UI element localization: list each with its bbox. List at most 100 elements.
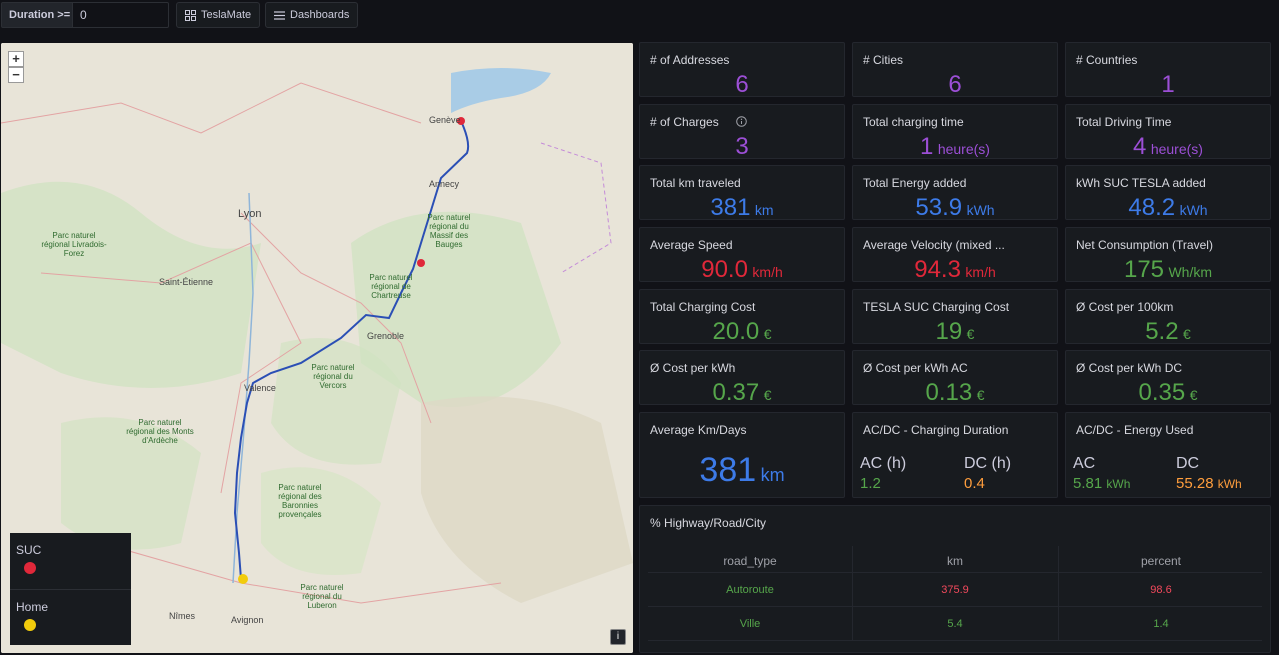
stat-value: 19 [935,318,963,345]
panel-title: Ø Cost per kWh DC [1076,361,1183,375]
park-label: Parc naturel régional du Vercors [311,363,355,390]
map-terrain [1,43,633,653]
stat-unit: km [754,202,774,218]
ac-unit: kWh [1106,477,1131,491]
stat-panel-cities: # Cities 6 [852,42,1058,98]
table-cell: Autoroute [726,584,774,596]
stat-panel-km-traveled: Total km traveled 381 km [639,165,845,221]
stat-panel-avg-km-days: Average Km/Days 381 km [639,412,845,498]
city-label: Valence [244,383,276,393]
stat-value: 0.13 [925,379,973,406]
stat-panel-total-cost: Total Charging Cost 20.0 € [639,289,845,345]
panel-title: # Cities [863,53,904,67]
zoom-in-button[interactable]: + [8,51,24,67]
panel-title: Total Driving Time [1076,115,1172,129]
park-label: Parc naturel régional du Massif des Baug… [427,213,471,249]
stat-value: 48.2 [1128,194,1176,221]
stat-panel-acdc-energy: AC/DC - Energy Used AC 5.81 kWh DC 55.28… [1065,412,1271,498]
panel-title: AC/DC - Energy Used [1076,423,1194,437]
legend-dot-icon [24,562,36,574]
ac-value: 5.81 [1073,475,1103,492]
duration-variable-input[interactable]: 0 [72,2,169,28]
stat-unit: kWh [1179,202,1208,218]
panel-title: # of Addresses [650,53,730,67]
dc-unit: kWh [1217,477,1242,491]
park-label: Parc naturel régional de Chartreuse [369,273,413,300]
trip-map[interactable]: + − Lyon Saint-Étienne Genève Annecy Gre… [1,43,633,653]
grid-icon [185,10,196,21]
city-label: Grenoble [367,331,405,341]
park-label: Parc naturel régional des Monts d'Ardèch… [126,418,194,445]
legend-dot-icon [24,619,36,631]
stat-panel-avg-speed: Average Speed 90.0 km/h [639,227,845,283]
stat-panel-charging-time: Total charging time 1 heure(s) [852,104,1058,160]
stat-panel-energy-added: Total Energy added 53.9 kWh [852,165,1058,221]
table-cell: 375.9 [941,584,969,596]
column-header-km[interactable]: km [947,554,963,568]
city-label: Saint-Étienne [159,277,214,287]
panel-title: Average Km/Days [650,423,747,437]
legend-item-home[interactable]: Home [10,589,131,645]
panel-title: Total km traveled [650,176,741,190]
stat-unit: € [1189,387,1198,403]
legend-item-suc[interactable]: SUC [10,533,131,589]
dashboards-link-label: Dashboards [290,9,350,21]
stat-unit: € [1183,326,1191,342]
stat-value: 53.9 [915,194,963,221]
park-label: Parc naturel régional des Baronnies prov… [278,483,322,519]
stat-panel-suc-cost: TESLA SUC Charging Cost 19 € [852,289,1058,345]
table-cell: Ville [739,618,761,630]
panel-title: # Countries [1076,53,1138,67]
stat-panel-cost-100km: Ø Cost per 100km 5.2 € [1065,289,1271,345]
stat-unit: € [763,326,772,342]
ac-value: 1.2 [860,475,881,492]
stat-value: 6 [948,71,962,98]
panel-title: AC/DC - Charging Duration [863,423,1009,437]
map-attribution-button[interactable]: i [610,629,626,645]
bars-icon [274,11,285,20]
panel-title: Average Speed [650,238,733,252]
dashboards-link-button[interactable]: Dashboards [265,2,359,28]
stat-panel-cost-kwh-ac: Ø Cost per kWh AC 0.13 € [852,350,1058,406]
column-header-road-type[interactable]: road_type [723,554,777,568]
dc-value: 55.28 [1176,475,1214,492]
stat-panel-net-consumption: Net Consumption (Travel) 175 Wh/km [1065,227,1271,283]
stat-value: 5.2 [1145,318,1179,345]
panel-title: kWh SUC TESLA added [1076,176,1206,190]
table-cell: 98.6 [1150,584,1172,596]
stat-panel-avg-velocity: Average Velocity (mixed ... 94.3 km/h [852,227,1058,283]
stat-value: 1 [1161,71,1175,98]
panel-title: Ø Cost per kWh AC [863,361,968,375]
stat-value: 20.0 [712,318,760,345]
table-cell: 1.4 [1153,618,1169,630]
city-label: Avignon [231,615,264,625]
panel-title: Net Consumption (Travel) [1076,238,1213,252]
stat-value: 1 [920,133,934,160]
stat-value: 0.35 [1138,379,1186,406]
teslamate-link-button[interactable]: TeslaMate [176,2,261,28]
info-icon[interactable] [736,116,747,127]
stat-panel-addresses: # of Addresses 6 [639,42,845,98]
stat-unit: € [976,387,985,403]
panel-title: % Highway/Road/City [650,516,767,530]
stat-panel-acdc-duration: AC/DC - Charging Duration AC (h) 1.2 DC … [852,412,1058,498]
column-header-percent[interactable]: percent [1140,554,1182,568]
stat-value: 3 [735,133,749,160]
stat-unit: km/h [752,264,783,280]
zoom-out-button[interactable]: − [8,67,24,83]
legend-label: SUC [16,543,42,557]
stat-panel-suc-added: kWh SUC TESLA added 48.2 kWh [1065,165,1271,221]
teslamate-link-label: TeslaMate [201,9,252,21]
duration-variable-label: Duration >= [1,2,79,28]
panel-title: Ø Cost per 100km [1076,300,1174,314]
stat-value: 90.0 [701,256,748,283]
panel-title: Ø Cost per kWh [650,361,736,375]
stat-unit: € [966,326,975,342]
panel-title: Total Energy added [863,176,967,190]
stat-value: 175 [1123,256,1165,283]
dashboard-toolbar: Duration >= 0 TeslaMate Dashboards [0,0,1279,32]
stat-value: 94.3 [914,256,961,283]
stat-value: 6 [735,71,749,98]
stat-panel-driving-time: Total Driving Time 4 heure(s) [1065,104,1271,160]
dc-label: DC (h) [964,455,1012,472]
